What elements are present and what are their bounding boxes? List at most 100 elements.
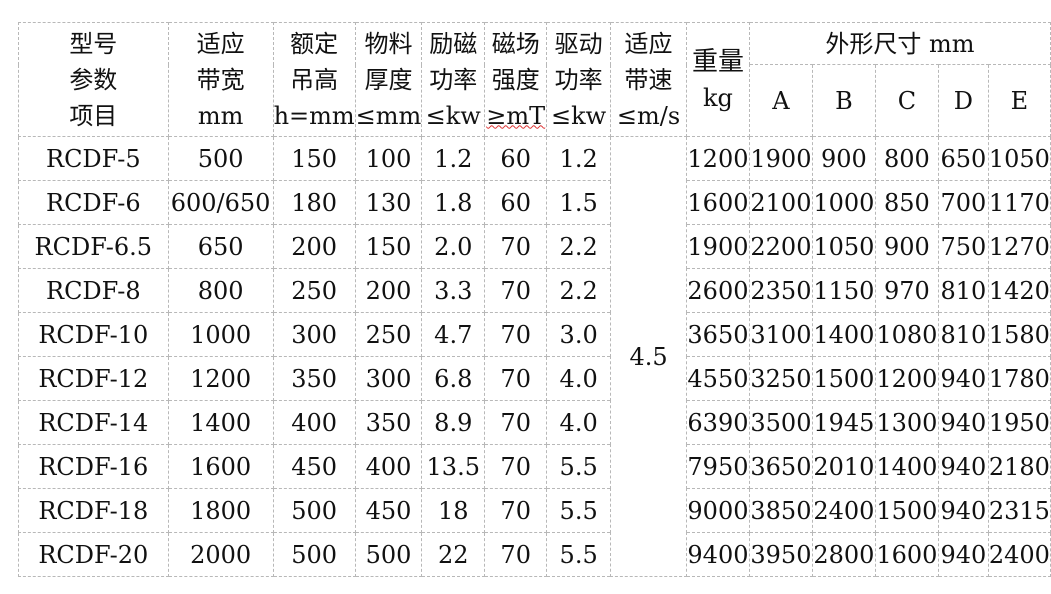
- spec-table: 型号 参数 项目 适应 带宽 mm 额定 吊高 h=mm 物料 厚度 ≤mm 励磁 功率 ≤kw 磁…: [18, 22, 1051, 577]
- table-row: RCDF-6 600/650 180 130 1.8 60 1.5 1600 2100 1000 8…: [18, 180, 1051, 225]
- table-cell: 2200: [748, 224, 813, 269]
- table-cell: RCDF-8: [18, 268, 169, 313]
- table-cell: 750: [937, 224, 989, 269]
- table-cell: 200: [354, 268, 423, 313]
- table-cell: 6390: [685, 400, 750, 445]
- table-cell: 3650: [685, 312, 750, 357]
- table-cell: 70: [484, 268, 548, 313]
- header-dim-e: E: [987, 64, 1051, 137]
- table-cell: 3.3: [421, 268, 486, 313]
- table-cell: 940: [937, 444, 989, 489]
- table-cell: 4.7: [421, 312, 486, 357]
- table-row: RCDF-14 1400 400 350 8.9 70 4.0 6390 3500 1945 130…: [18, 400, 1051, 445]
- table-cell: 150: [354, 224, 423, 269]
- table-cell: 650: [167, 224, 274, 269]
- table-cell: 1170: [987, 180, 1051, 225]
- header-lift-height: 额定 吊高 h=mm: [272, 22, 356, 137]
- table-cell: 500: [354, 532, 423, 577]
- table-cell: 2600: [685, 268, 750, 313]
- table-cell: RCDF-10: [18, 312, 169, 357]
- table-cell: 3850: [748, 488, 813, 533]
- table-cell: 1400: [874, 444, 939, 489]
- header-model: 型号 参数 项目: [18, 22, 169, 137]
- table-cell: 70: [484, 224, 548, 269]
- table-cell: 1.8: [421, 180, 486, 225]
- table-cell: RCDF-16: [18, 444, 169, 489]
- table-cell: 2010: [811, 444, 876, 489]
- table-cell: 180: [272, 180, 356, 225]
- header-field-strength: 磁场 强度 ≥mT: [484, 22, 548, 137]
- table-cell: 940: [937, 356, 989, 401]
- table-cell: 13.5: [421, 444, 486, 489]
- table-cell: 150: [272, 136, 356, 181]
- table-cell: 1.2: [421, 136, 486, 181]
- table-cell: 3500: [748, 400, 813, 445]
- table-cell: 1950: [987, 400, 1051, 445]
- table-cell: RCDF-5: [18, 136, 169, 181]
- table-cell: 940: [937, 532, 989, 577]
- table-cell: 1900: [748, 136, 813, 181]
- table-cell: 940: [937, 488, 989, 533]
- table-row: RCDF-16 1600 450 400 13.5 70 5.5 7950 3650 2010 14…: [18, 444, 1051, 489]
- table-row: RCDF-5 500 150 100 1.2 60 1.2 4.5 1200 1900 900 800…: [18, 136, 1051, 577]
- table-cell: 6.8: [421, 356, 486, 401]
- table-cell: 5.5: [546, 444, 612, 489]
- table-cell: 1050: [811, 224, 876, 269]
- table-cell: 2000: [167, 532, 274, 577]
- table-cell: 3100: [748, 312, 813, 357]
- table-cell: 9400: [685, 532, 750, 577]
- table-cell: 1.5: [546, 180, 612, 225]
- table-cell: RCDF-20: [18, 532, 169, 577]
- table-cell: 1200: [685, 136, 750, 181]
- table-cell: 650: [937, 136, 989, 181]
- table-cell: 4.0: [546, 356, 612, 401]
- table-cell: 1200: [167, 356, 274, 401]
- table-cell: 450: [354, 488, 423, 533]
- table-cell: 5.5: [546, 488, 612, 533]
- table-cell: 900: [811, 136, 876, 181]
- table-cell: 1945: [811, 400, 876, 445]
- table-cell: 1080: [874, 312, 939, 357]
- table-cell: 1000: [167, 312, 274, 357]
- table-cell: 1500: [874, 488, 939, 533]
- table-cell: 2.2: [546, 224, 612, 269]
- header-dim-a: A: [748, 64, 813, 137]
- table-cell: 940: [937, 400, 989, 445]
- table-cell: 130: [354, 180, 423, 225]
- table-cell: 1600: [167, 444, 274, 489]
- table-cell: 1420: [987, 268, 1051, 313]
- table-cell: 1600: [874, 532, 939, 577]
- table-cell: 400: [354, 444, 423, 489]
- table-cell: 8.9: [421, 400, 486, 445]
- header-belt-speed: 适应 带速 ≤m/s: [610, 22, 687, 137]
- table-cell: 22: [421, 532, 486, 577]
- header-weight: 重量 kg: [685, 22, 750, 137]
- table-cell: 1600: [685, 180, 750, 225]
- table-cell: 1050: [987, 136, 1051, 181]
- table-cell: RCDF-6.5: [18, 224, 169, 269]
- table-cell: 700: [937, 180, 989, 225]
- table-cell: 350: [272, 356, 356, 401]
- table-cell: 1780: [987, 356, 1051, 401]
- header-dim-c: C: [874, 64, 939, 137]
- table-cell: 2400: [987, 532, 1051, 577]
- table-cell: 4.0: [546, 400, 612, 445]
- table-cell: 3250: [748, 356, 813, 401]
- table-cell: 2.2: [546, 268, 612, 313]
- table-cell: 3950: [748, 532, 813, 577]
- table-cell: 2.0: [421, 224, 486, 269]
- table-cell: 800: [874, 136, 939, 181]
- table-cell: RCDF-14: [18, 400, 169, 445]
- table-cell: 7950: [685, 444, 750, 489]
- header-dimensions: 外形尺寸 mm: [748, 22, 1051, 65]
- table-cell: 1000: [811, 180, 876, 225]
- header-dim-d: D: [937, 64, 989, 137]
- table-row: RCDF-10 1000 300 250 4.7 70 3.0 3650 3100 1400 108…: [18, 312, 1051, 357]
- table-cell: RCDF-6: [18, 180, 169, 225]
- table-cell: 9000: [685, 488, 750, 533]
- table-cell: 2350: [748, 268, 813, 313]
- table-cell: 18: [421, 488, 486, 533]
- table-cell: 600/650: [167, 180, 274, 225]
- table-cell: 300: [272, 312, 356, 357]
- table-cell: 1150: [811, 268, 876, 313]
